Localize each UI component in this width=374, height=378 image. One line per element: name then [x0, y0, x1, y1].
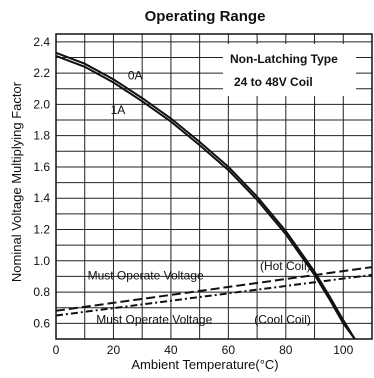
y-axis-label: Nominal Voltage Multiplying Factor	[9, 81, 24, 282]
y-tick-label: 1.6	[33, 160, 50, 174]
annotation-label: (Cool Coil)	[254, 312, 311, 326]
y-tick-label: 1.0	[33, 254, 50, 268]
x-tick-label: 0	[53, 343, 60, 357]
series-lines	[55, 51, 373, 340]
annotations: 0A 1A Must Operate Voltage (Hot Coil) Must O…	[88, 68, 311, 326]
y-tick-label: 2.0	[33, 97, 50, 111]
annotation-label: Must Operate Voltage	[88, 269, 204, 283]
annotation-label: 1A	[111, 103, 126, 117]
x-tick-label: 40	[164, 343, 178, 357]
plot-frame	[55, 33, 373, 340]
series-line-1	[55, 54, 356, 340]
y-tick-label: 2.4	[33, 35, 50, 49]
y-tick-label: 1.4	[33, 191, 50, 205]
annotation-label: 0A	[128, 68, 143, 82]
x-tick-label: 80	[279, 343, 293, 357]
y-tick-labels: 0.6 0.8 1.0 1.2 1.4 1.6 1.8 2.0 2.2 2.4	[33, 35, 50, 331]
annotation-label: Must Operate Voltage	[96, 312, 212, 326]
y-tick-label: 2.2	[33, 66, 50, 80]
series-line-3	[55, 273, 373, 317]
y-tick-label: 1.8	[33, 129, 50, 143]
coil-type-note: Non-Latching Type 24 to 48V Coil	[223, 44, 356, 96]
x-tick-label: 60	[222, 343, 236, 357]
x-axis-label: Ambient Temperature(°C)	[131, 357, 278, 372]
y-tick-label: 0.6	[33, 316, 50, 330]
x-tick-label: 20	[107, 343, 121, 357]
note-line-coil: 24 to 48V Coil	[234, 75, 313, 89]
y-tick-label: 1.2	[33, 223, 50, 237]
x-tick-label: 100	[333, 343, 353, 357]
series-line-2	[55, 266, 373, 312]
y-tick-label: 0.8	[33, 285, 50, 299]
x-tick-labels: 0 20 40 60 80 100	[53, 343, 354, 357]
note-line-type: Non-Latching Type	[230, 52, 338, 66]
chart-title: Operating Range	[145, 8, 266, 25]
annotation-label: (Hot Coil)	[260, 259, 311, 273]
note-background	[223, 44, 356, 96]
series-line-0	[55, 51, 356, 340]
